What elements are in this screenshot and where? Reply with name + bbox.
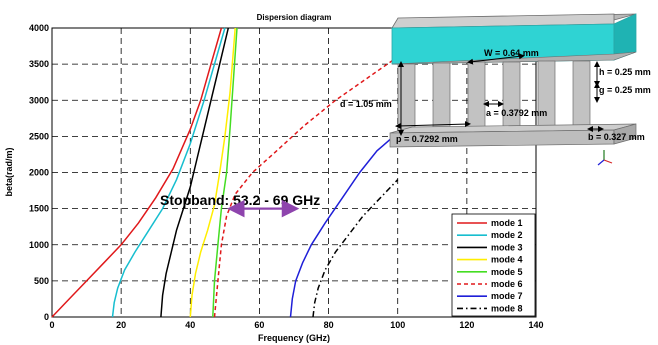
legend: mode 1 mode 2 mode 3 mode 4 mode 5 mode 6 mode…	[451, 213, 536, 317]
grid-lines	[52, 28, 536, 317]
y-tick-label: 0	[44, 312, 49, 322]
y-tick-label: 3500	[29, 59, 49, 69]
y-tick-label: 500	[34, 276, 49, 286]
series-line-4	[189, 27, 236, 318]
legend-label-5: mode 5	[491, 267, 523, 277]
legend-label-1: mode 1	[491, 218, 523, 228]
x-tick-label: 60	[254, 320, 264, 330]
dim-w: W = 0.64 mm	[484, 48, 539, 58]
x-tick-label: 80	[324, 320, 334, 330]
legend-label-8: mode 8	[491, 303, 523, 313]
x-tick-label: 120	[459, 320, 474, 330]
y-axis-ticks: 0 500 1000 1500 2000 2500 3000 3500 4000	[29, 23, 49, 322]
dim-b: b = 0.327 mm	[588, 132, 645, 142]
series-line-1	[51, 27, 223, 318]
dim-p: p = 0.7292 mm	[396, 134, 458, 144]
dim-d: d = 1.05 mm	[340, 99, 392, 109]
y-tick-label: 4000	[29, 23, 49, 33]
y-tick-label: 3000	[29, 95, 49, 105]
chart-title: Dispersion diagram	[257, 13, 332, 22]
legend-label-3: mode 3	[491, 242, 523, 252]
x-tick-label: 0	[49, 320, 54, 330]
stopband-label: Stopband: 53.2 - 69 GHz	[160, 192, 320, 208]
x-axis-ticks: 0 20 40 60 80 100 120 140	[49, 320, 543, 330]
y-tick-label: 1000	[29, 240, 49, 250]
series-line-2	[111, 27, 226, 318]
series-line-8	[312, 179, 399, 318]
legend-label-6: mode 6	[491, 279, 523, 289]
series-line-5	[212, 27, 238, 318]
legend-label-2: mode 2	[491, 230, 523, 240]
structure-inset: W = 0.64 mm h = 0.25 mm g = 0.25 mm d = …	[340, 13, 651, 166]
x-tick-label: 140	[528, 320, 543, 330]
series-line-6	[213, 56, 399, 318]
legend-label-4: mode 4	[491, 255, 523, 265]
series-group	[51, 27, 399, 318]
y-axis-label: beta(rad/m)	[4, 147, 14, 196]
x-tick-label: 40	[185, 320, 195, 330]
series-line-3	[160, 27, 230, 318]
plot-area	[51, 27, 537, 318]
x-axis-label: Frequency (GHz)	[258, 333, 330, 343]
y-tick-label: 2500	[29, 131, 49, 141]
dim-h: h = 0.25 mm	[599, 67, 651, 77]
legend-label-7: mode 7	[491, 291, 523, 301]
y-tick-label: 2000	[29, 168, 49, 178]
legend-box	[451, 213, 536, 317]
dim-a: a = 0.3792 mm	[486, 108, 547, 118]
dim-g: g = 0.25 mm	[599, 85, 651, 95]
x-tick-label: 20	[116, 320, 126, 330]
y-tick-label: 1500	[29, 204, 49, 214]
series-line-7	[289, 132, 399, 318]
x-tick-label: 100	[390, 320, 405, 330]
